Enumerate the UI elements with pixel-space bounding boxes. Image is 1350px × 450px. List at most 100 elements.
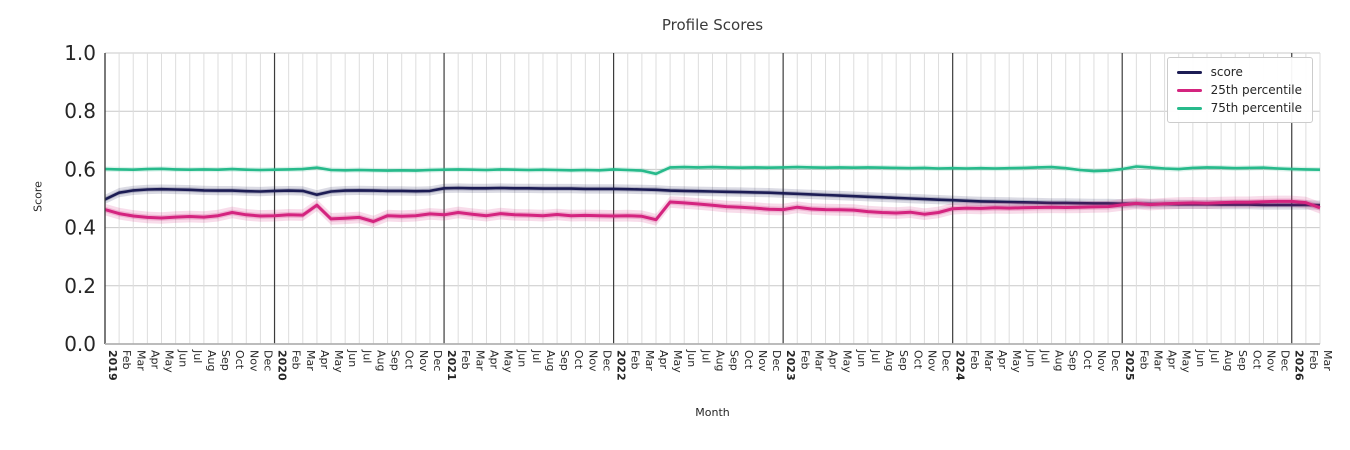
svg-text:Jul: Jul	[1208, 349, 1221, 363]
svg-text:Feb: Feb	[290, 350, 303, 369]
svg-text:Jun: Jun	[855, 349, 868, 367]
series-score	[104, 183, 1321, 210]
svg-text:Mar: Mar	[812, 350, 825, 371]
svg-text:Apr: Apr	[487, 350, 500, 370]
svg-text:Jun: Jun	[177, 349, 190, 367]
svg-text:Jun: Jun	[516, 349, 529, 367]
svg-text:Sep: Sep	[1236, 350, 1249, 371]
svg-text:2023: 2023	[784, 350, 797, 381]
svg-text:Feb: Feb	[459, 350, 472, 369]
x-axis-label: Month	[695, 406, 730, 419]
svg-text:Sep: Sep	[728, 350, 741, 371]
svg-text:Jul: Jul	[869, 349, 882, 363]
svg-text:0.2: 0.2	[64, 274, 96, 298]
series-p75-line	[104, 165, 1321, 176]
svg-text:Jul: Jul	[360, 349, 373, 363]
svg-text:2024: 2024	[954, 350, 967, 381]
svg-text:Feb: Feb	[1307, 350, 1320, 369]
svg-text:Dec: Dec	[770, 350, 783, 371]
p25-line-swatch	[1176, 88, 1202, 92]
svg-text:Nov: Nov	[586, 350, 599, 372]
svg-text:Mar: Mar	[1321, 350, 1334, 371]
svg-text:0.6: 0.6	[64, 157, 96, 181]
legend-label-score: score	[1210, 65, 1243, 79]
svg-text:Dec: Dec	[261, 350, 274, 371]
svg-text:May: May	[332, 350, 345, 373]
svg-text:Feb: Feb	[798, 350, 811, 369]
svg-text:Aug: Aug	[205, 350, 218, 371]
svg-text:Apr: Apr	[996, 350, 1009, 370]
series-score-line	[104, 186, 1321, 207]
svg-text:Nov: Nov	[1264, 350, 1277, 372]
svg-text:2021: 2021	[445, 350, 458, 381]
svg-text:Mar: Mar	[643, 350, 656, 371]
series-p75	[104, 163, 1321, 177]
svg-text:May: May	[163, 350, 176, 373]
svg-text:Sep: Sep	[1067, 350, 1080, 371]
legend-label-75th-percentile: 75th percentile	[1210, 101, 1302, 115]
svg-text:Mar: Mar	[134, 350, 147, 371]
svg-text:Aug: Aug	[714, 350, 727, 371]
svg-text:Jul: Jul	[699, 349, 712, 363]
svg-text:2025: 2025	[1123, 350, 1136, 381]
y-axis-label: Score	[31, 181, 45, 212]
svg-text:2019: 2019	[106, 350, 119, 381]
svg-text:2026: 2026	[1293, 350, 1306, 381]
svg-text:May: May	[502, 350, 515, 373]
legend-label-25th-percentile: 25th percentile	[1210, 83, 1302, 97]
svg-text:Nov: Nov	[756, 350, 769, 372]
svg-text:May: May	[671, 350, 684, 373]
svg-text:Oct: Oct	[1250, 350, 1263, 370]
svg-text:Sep: Sep	[219, 350, 232, 371]
svg-text:Oct: Oct	[742, 350, 755, 370]
svg-text:Aug: Aug	[1222, 350, 1235, 371]
svg-text:Mar: Mar	[473, 350, 486, 371]
svg-text:Nov: Nov	[925, 350, 938, 372]
svg-text:Dec: Dec	[1279, 350, 1292, 371]
svg-text:Dec: Dec	[1109, 350, 1122, 371]
svg-text:Apr: Apr	[657, 350, 670, 370]
svg-text:Apr: Apr	[318, 350, 331, 370]
series-p25-line	[104, 199, 1321, 223]
svg-text:Nov: Nov	[247, 350, 260, 372]
svg-text:Aug: Aug	[374, 350, 387, 371]
legend-entry-score: score	[1176, 65, 1302, 79]
svg-text:Jun: Jun	[346, 349, 359, 367]
svg-text:Oct: Oct	[572, 350, 585, 370]
svg-text:Apr: Apr	[148, 350, 161, 370]
legend: score 25th percentile 75th percentile	[1166, 57, 1313, 123]
svg-text:Dec: Dec	[940, 350, 953, 371]
svg-text:May: May	[1180, 350, 1193, 373]
legend-entry-25th-percentile: 25th percentile	[1176, 83, 1302, 97]
svg-text:2020: 2020	[276, 350, 289, 381]
svg-text:Sep: Sep	[389, 350, 402, 371]
svg-text:Nov: Nov	[417, 350, 430, 372]
svg-text:Feb: Feb	[629, 350, 642, 369]
svg-text:Aug: Aug	[544, 350, 557, 371]
svg-text:Sep: Sep	[558, 350, 571, 371]
svg-text:Apr: Apr	[827, 350, 840, 370]
x-tick-labels: 2019 Feb Mar Apr May Jun Jul Aug Sep Oct Nov Dec 202…	[106, 349, 1334, 381]
p75-line-swatch	[1176, 106, 1202, 110]
svg-text:Jul: Jul	[1038, 349, 1051, 363]
svg-text:Aug: Aug	[883, 350, 896, 371]
svg-text:Mar: Mar	[1151, 350, 1164, 371]
svg-text:Jun: Jun	[1194, 349, 1207, 367]
svg-text:Jun: Jun	[1024, 349, 1037, 367]
svg-text:Oct: Oct	[403, 350, 416, 370]
svg-text:Feb: Feb	[968, 350, 981, 369]
legend-entry-75th-percentile: 75th percentile	[1176, 101, 1302, 115]
svg-text:0.4: 0.4	[64, 216, 96, 240]
svg-text:Aug: Aug	[1053, 350, 1066, 371]
svg-text:Dec: Dec	[431, 350, 444, 371]
series-p25-band-inner	[105, 198, 1320, 225]
svg-text:1.0: 1.0	[64, 41, 96, 65]
svg-text:0.8: 0.8	[64, 99, 96, 123]
svg-text:Feb: Feb	[1137, 350, 1150, 369]
svg-text:2022: 2022	[615, 350, 628, 381]
svg-text:Nov: Nov	[1095, 350, 1108, 372]
svg-text:Dec: Dec	[600, 350, 613, 371]
svg-text:May: May	[841, 350, 854, 373]
